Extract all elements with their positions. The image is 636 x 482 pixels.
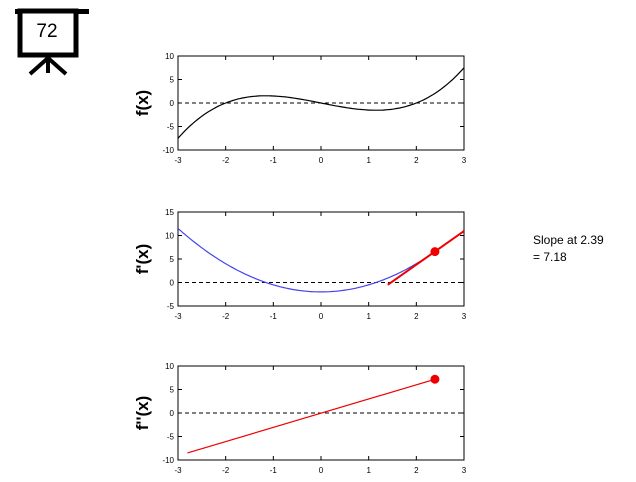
x-tick-label: 0 — [319, 466, 324, 475]
y-axis-label: f(x) — [133, 90, 152, 116]
x-tick-label: -1 — [270, 156, 278, 165]
point-marker — [430, 247, 440, 257]
y-tick-label: 0 — [170, 99, 175, 108]
y-tick-label: 0 — [170, 279, 175, 288]
x-tick-label: 3 — [462, 312, 467, 321]
y-tick-label: -5 — [167, 123, 175, 132]
y-tick-label: 10 — [165, 52, 174, 61]
slope-annotation: Slope at 2.39 = 7.18 — [533, 232, 604, 266]
x-tick-label: -2 — [222, 466, 230, 475]
series-line — [187, 378, 436, 454]
x-tick-label: 0 — [319, 156, 324, 165]
slope-annotation-line1: Slope at 2.39 — [533, 233, 604, 247]
x-tick-label: -3 — [174, 466, 182, 475]
slope-annotation-line2: = 7.18 — [533, 250, 567, 264]
x-tick-label: 3 — [462, 156, 467, 165]
presentation-board-icon — [15, 8, 89, 76]
y-tick-label: 0 — [170, 409, 175, 418]
y-tick-label: -5 — [167, 433, 175, 442]
y-tick-label: -10 — [162, 146, 174, 155]
point-marker — [430, 374, 440, 384]
x-tick-label: -1 — [270, 466, 278, 475]
y-tick-label: 5 — [170, 386, 175, 395]
x-tick-label: -2 — [222, 156, 230, 165]
x-tick-label: 3 — [462, 466, 467, 475]
x-tick-label: 2 — [414, 156, 419, 165]
badge-number: 72 — [36, 21, 58, 42]
x-tick-label: 0 — [319, 312, 324, 321]
x-tick-label: 1 — [366, 156, 371, 165]
x-tick-label: -2 — [222, 312, 230, 321]
x-tick-label: 2 — [414, 312, 419, 321]
tangent-line — [387, 230, 464, 286]
x-tick-label: 1 — [366, 312, 371, 321]
y-tick-label: -10 — [162, 456, 174, 465]
x-tick-label: -3 — [174, 312, 182, 321]
x-tick-label: 1 — [366, 466, 371, 475]
y-tick-label: 5 — [170, 255, 175, 264]
x-tick-label: -3 — [174, 156, 182, 165]
y-axis-label: f'(x) — [133, 244, 152, 274]
x-tick-label: -1 — [270, 312, 278, 321]
y-tick-label: 5 — [170, 76, 175, 85]
y-tick-label: 10 — [165, 232, 174, 241]
y-tick-label: 15 — [165, 208, 174, 217]
y-axis-label: f''(x) — [133, 396, 152, 431]
y-tick-label: -5 — [167, 302, 175, 311]
x-tick-label: 2 — [414, 466, 419, 475]
y-tick-label: 10 — [165, 362, 174, 371]
series-line — [178, 227, 436, 293]
series-line — [178, 67, 464, 139]
